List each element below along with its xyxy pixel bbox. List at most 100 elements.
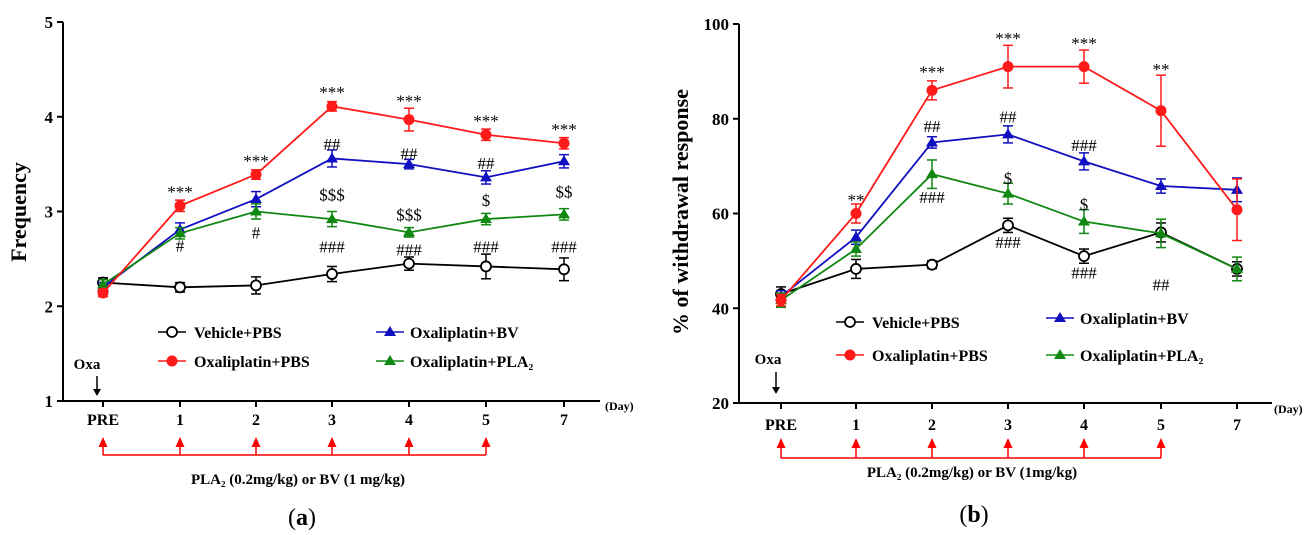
data-point xyxy=(250,279,262,292)
y-tick-label: 60 xyxy=(712,205,729,224)
data-point xyxy=(403,257,415,270)
panel-b-annotations: ******** *****## #####$$########### xyxy=(848,29,1171,294)
significance-marker: ### xyxy=(1071,136,1097,155)
x-tick-label: PRE xyxy=(87,412,119,429)
series-vehicle xyxy=(97,253,570,295)
significance-marker: ### xyxy=(1071,264,1097,283)
panel-a-y-ticks: 1 2 3 4 5 xyxy=(45,13,63,411)
data-point xyxy=(775,294,787,306)
data-point xyxy=(1078,215,1090,226)
panel-a-legend: Vehicle+PBS Oxaliplatin+PBS Oxaliplatin+… xyxy=(158,325,533,371)
panel-b: 20 40 60 80 100 PRE 1 2 3 4 5 7 % of withdrawal re… xyxy=(668,15,1303,528)
panel-b-y-ticks: 20 40 60 80 100 xyxy=(704,15,739,413)
panel-a: 1 2 3 4 5 PRE 1 2 3 4 5 7 Frequency (Day) *** *** **… xyxy=(6,13,634,531)
data-point xyxy=(326,213,338,224)
x-tick-label: 3 xyxy=(328,412,336,429)
panel-a-x-ticks: PRE 1 2 3 4 5 7 xyxy=(87,401,568,429)
legend-item-oxaliplatin-pla2: Oxaliplatin+PLA₂ xyxy=(376,354,533,371)
series-oxaliplatin-pbs xyxy=(97,100,570,299)
data-point xyxy=(1155,105,1167,117)
data-point xyxy=(326,100,338,112)
significance-marker: *** xyxy=(995,29,1021,48)
significance-marker: $ xyxy=(482,191,491,210)
significance-marker: *** xyxy=(1071,34,1097,53)
significance-marker: *** xyxy=(919,62,945,81)
series-oxaliplatin-pla2 xyxy=(97,203,570,290)
oxa-arrow-icon xyxy=(93,376,101,396)
data-point xyxy=(926,168,938,179)
panel-b-series xyxy=(775,44,1243,309)
data-point xyxy=(926,258,938,271)
data-point xyxy=(1002,187,1014,198)
significance-marker: ** xyxy=(848,190,865,209)
x-tick-label: 4 xyxy=(405,412,413,429)
panel-a-x-unit: (Day) xyxy=(605,399,634,413)
treatment-arrowhead-icon xyxy=(1156,438,1166,448)
legend-item-oxaliplatin-pla2: Oxaliplatin+PLA₂ xyxy=(1046,348,1203,365)
significance-marker: # xyxy=(252,223,261,242)
panel-a-annotations: ********* ****** ***#### ## ##$$$$$$$$$### ##… xyxy=(167,83,577,259)
data-point xyxy=(97,278,109,289)
data-point xyxy=(850,243,862,254)
panel-b-treatment-label: PLA₂ (0.2mg/kg) or BV (1mg/kg) xyxy=(867,465,1077,481)
data-point xyxy=(1002,61,1014,73)
data-point xyxy=(480,260,492,273)
data-point xyxy=(1002,219,1014,232)
legend-label: Oxaliplatin+PBS xyxy=(872,348,988,365)
x-tick-label: 1 xyxy=(852,417,860,434)
treatment-arrowhead-icon xyxy=(98,437,108,447)
significance-marker: $ xyxy=(1080,195,1089,214)
treatment-arrowhead-icon xyxy=(404,437,414,447)
significance-marker: ## xyxy=(401,145,419,164)
treatment-arrowhead-icon xyxy=(251,437,261,447)
panel-b-treatment-bracket xyxy=(776,438,1166,459)
treatment-arrowhead-icon xyxy=(776,438,786,448)
x-tick-label: PRE xyxy=(765,417,797,434)
panel-b-axes xyxy=(738,24,1272,404)
data-point xyxy=(850,208,862,219)
data-point xyxy=(926,84,938,96)
significance-marker: ## xyxy=(324,135,342,154)
data-point xyxy=(480,129,492,141)
data-point xyxy=(250,169,262,181)
significance-marker: *** xyxy=(319,83,345,102)
significance-marker: ### xyxy=(551,238,577,257)
treatment-arrowhead-icon xyxy=(851,438,861,448)
significance-marker: $$$ xyxy=(396,205,422,224)
panel-a-label: (a) xyxy=(288,505,316,531)
legend-label: Oxaliplatin+BV xyxy=(1080,311,1189,328)
x-tick-label: 1 xyxy=(176,412,184,429)
x-tick-label: 2 xyxy=(252,412,260,429)
oxa-arrow-icon xyxy=(772,372,780,394)
significance-marker: ## xyxy=(1153,276,1171,295)
data-point xyxy=(558,263,570,276)
x-tick-label: 5 xyxy=(1157,417,1165,434)
series-line xyxy=(780,133,1238,298)
panel-b-y-label: % of withdrawal response xyxy=(668,89,693,335)
x-tick-label: 7 xyxy=(560,412,568,429)
significance-marker: *** xyxy=(167,183,193,202)
significance-marker: *** xyxy=(551,120,577,139)
data-point xyxy=(1002,128,1014,139)
treatment-arrowhead-icon xyxy=(1003,438,1013,448)
data-point xyxy=(850,231,862,242)
y-tick-label: 100 xyxy=(704,15,730,34)
y-tick-label: 40 xyxy=(712,299,729,318)
significance-marker: *** xyxy=(473,112,499,131)
data-point xyxy=(97,287,109,299)
significance-marker: $ xyxy=(1004,169,1013,188)
series-vehicle xyxy=(775,217,1243,302)
data-point xyxy=(174,281,186,294)
significance-marker: ## xyxy=(478,154,496,173)
legend-label: Vehicle+PBS xyxy=(194,325,282,342)
significance-marker: ### xyxy=(396,240,422,259)
data-point xyxy=(926,136,938,147)
panel-b-oxa-label: Oxa xyxy=(755,352,782,368)
y-tick-label: 2 xyxy=(45,297,54,316)
data-point xyxy=(1155,180,1167,191)
data-point xyxy=(1231,204,1243,216)
data-point xyxy=(558,137,570,149)
data-point xyxy=(403,158,415,169)
legend-label: Vehicle+PBS xyxy=(872,315,960,332)
